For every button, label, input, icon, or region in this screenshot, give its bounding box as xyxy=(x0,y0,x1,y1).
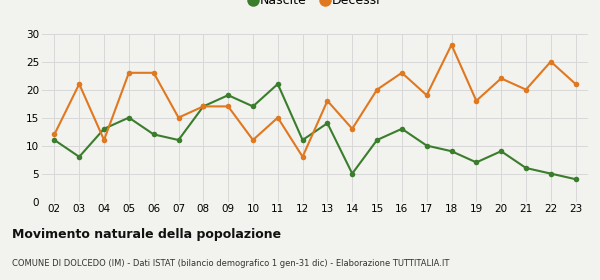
Text: COMUNE DI DOLCEDO (IM) - Dati ISTAT (bilancio demografico 1 gen-31 dic) - Elabor: COMUNE DI DOLCEDO (IM) - Dati ISTAT (bil… xyxy=(12,259,449,268)
Text: Movimento naturale della popolazione: Movimento naturale della popolazione xyxy=(12,228,281,241)
Legend: Nascite, Decessi: Nascite, Decessi xyxy=(245,0,385,12)
